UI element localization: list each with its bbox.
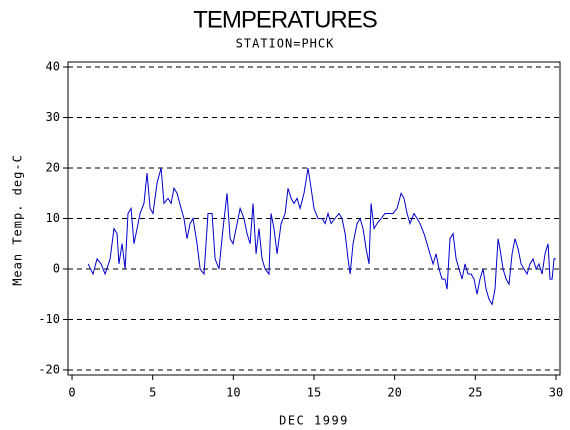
y-tick-label: 30 [46, 110, 60, 124]
chart-title: TEMPERATURES [193, 6, 377, 33]
y-tick-label: -20 [38, 362, 60, 376]
y-tick-label: 10 [46, 211, 60, 225]
chart-subtitle: STATION=PHCK [236, 37, 335, 51]
x-tick-label: 30 [549, 386, 563, 400]
y-axis-label: Mean Temp. deg-C [11, 154, 25, 286]
x-tick-label: 15 [307, 386, 321, 400]
x-axis-label: DEC 1999 [279, 414, 349, 428]
x-tick-label: 5 [149, 386, 156, 400]
y-tick-label: 0 [53, 261, 60, 275]
data-line [87, 167, 556, 306]
x-tick-label: 25 [468, 386, 482, 400]
y-tick-label: 40 [46, 60, 60, 74]
y-tick-label: 20 [46, 161, 60, 175]
x-tick-label: 0 [68, 386, 75, 400]
x-tick-label: 20 [387, 386, 401, 400]
x-tick-label: 10 [226, 386, 240, 400]
y-tick-label: -10 [38, 312, 60, 326]
